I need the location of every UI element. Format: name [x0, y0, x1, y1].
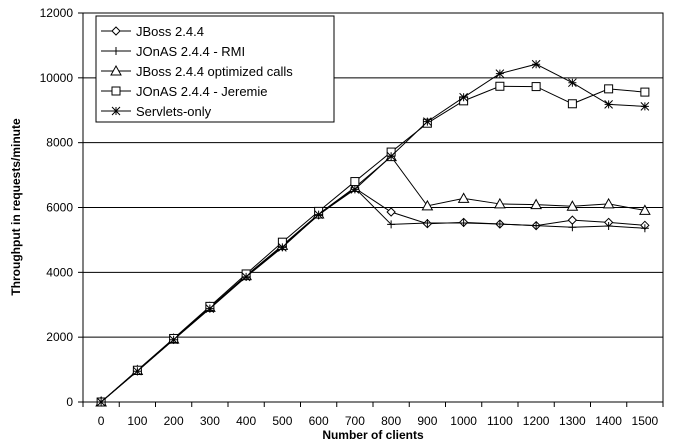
data-point	[567, 215, 578, 225]
data-point	[640, 224, 649, 233]
data-point	[459, 219, 468, 228]
data-point	[567, 99, 577, 109]
y-tick-label: 0	[66, 395, 73, 409]
data-point	[568, 78, 577, 88]
x-tick-label: 1100	[487, 414, 513, 428]
data-point	[532, 221, 541, 230]
data-point	[566, 200, 579, 211]
legend-box	[95, 15, 335, 123]
series-line	[100, 187, 645, 403]
x-tick-label: 1300	[559, 414, 586, 428]
data-point	[531, 82, 541, 92]
legend-label: Servlets-only	[136, 104, 212, 119]
series-5	[96, 59, 650, 407]
data-point	[602, 197, 615, 209]
x-tick-label: 900	[417, 414, 437, 428]
y-tick-label: 6000	[46, 201, 73, 215]
series-4	[96, 81, 650, 407]
x-tick-label: 300	[200, 414, 220, 428]
data-point	[457, 192, 470, 203]
x-axis-title: Number of clients	[322, 428, 424, 442]
legend-entry: Servlets-only	[101, 104, 212, 119]
y-tick-label: 2000	[46, 330, 73, 344]
x-tick-label: 1500	[632, 414, 659, 428]
data-point	[604, 84, 614, 94]
legend-label: JBoss 2.4.4 optimized calls	[136, 64, 293, 79]
y-tick-label: 8000	[46, 136, 73, 150]
data-point	[640, 102, 650, 111]
legend-marker	[110, 64, 122, 76]
legend-entry: JBoss 2.4.4 optimized calls	[101, 64, 293, 79]
legend-entry: JBoss 2.4.4	[101, 24, 204, 39]
data-point	[241, 272, 251, 282]
data-point	[386, 207, 396, 217]
legend-marker	[111, 86, 121, 96]
x-tick-label: 0	[98, 414, 105, 428]
data-point	[495, 69, 505, 78]
data-point	[386, 151, 396, 161]
x-tick-label: 1000	[450, 414, 477, 428]
legend-marker	[112, 47, 120, 55]
x-tick-label: 500	[272, 414, 292, 428]
legend-label: JOnAS 2.4.4 - Jeremie	[136, 84, 268, 99]
data-point	[278, 243, 287, 252]
x-tick-label: 600	[309, 414, 329, 428]
data-point	[350, 177, 360, 187]
legend-marker	[111, 106, 121, 116]
data-point	[169, 335, 178, 345]
data-point	[350, 184, 360, 194]
data-point	[495, 81, 505, 91]
data-point	[205, 304, 215, 313]
data-point	[604, 221, 613, 230]
data-point	[314, 210, 323, 219]
y-axis-title: Throughput in requests/minute	[9, 118, 23, 296]
y-tick-label: 12000	[40, 6, 74, 20]
data-point	[423, 219, 432, 228]
legend-entry: JOnAS 2.4.4 - Jeremie	[101, 84, 268, 99]
legend: JBoss 2.4.4 JOnAS 2.4.4 - RMI JBoss 2.4.4 …	[95, 15, 335, 123]
data-point	[568, 223, 577, 232]
data-point	[423, 117, 432, 126]
series-line	[100, 155, 645, 403]
data-point	[495, 220, 504, 229]
data-point	[387, 220, 396, 229]
series-line	[100, 63, 645, 403]
data-point	[640, 87, 650, 97]
y-tick-label: 10000	[40, 71, 74, 85]
y-tick-label: 4000	[46, 265, 73, 279]
legend-entry: JOnAS 2.4.4 - RMI	[101, 44, 245, 59]
x-tick-label: 400	[236, 414, 256, 428]
data-point	[459, 92, 468, 102]
legend-label: JOnAS 2.4.4 - RMI	[136, 44, 245, 59]
data-point	[421, 199, 434, 211]
data-point	[133, 366, 142, 376]
data-point	[604, 100, 613, 109]
legend-label: JBoss 2.4.4	[136, 24, 204, 39]
series-3	[95, 150, 651, 407]
series-1	[96, 183, 650, 407]
data-point	[494, 197, 506, 209]
x-tick-label: 800	[381, 414, 401, 428]
series-lines	[95, 59, 651, 407]
x-tick-label: 1400	[595, 414, 622, 428]
axis-ticks: 0 2000 4000 6000 8000 10000 12000 0 100 200 300 400…	[40, 6, 664, 428]
series-line	[100, 85, 645, 403]
series-line	[100, 187, 645, 403]
x-tick-label: 700	[345, 414, 365, 428]
data-point	[531, 59, 541, 69]
data-point	[530, 198, 542, 210]
legend-marker	[111, 26, 121, 36]
x-tick-label: 200	[164, 414, 184, 428]
series-2	[97, 184, 649, 406]
x-tick-label: 100	[127, 414, 147, 428]
data-point	[96, 397, 106, 407]
x-tick-label: 1200	[523, 414, 550, 428]
data-point	[639, 204, 651, 215]
